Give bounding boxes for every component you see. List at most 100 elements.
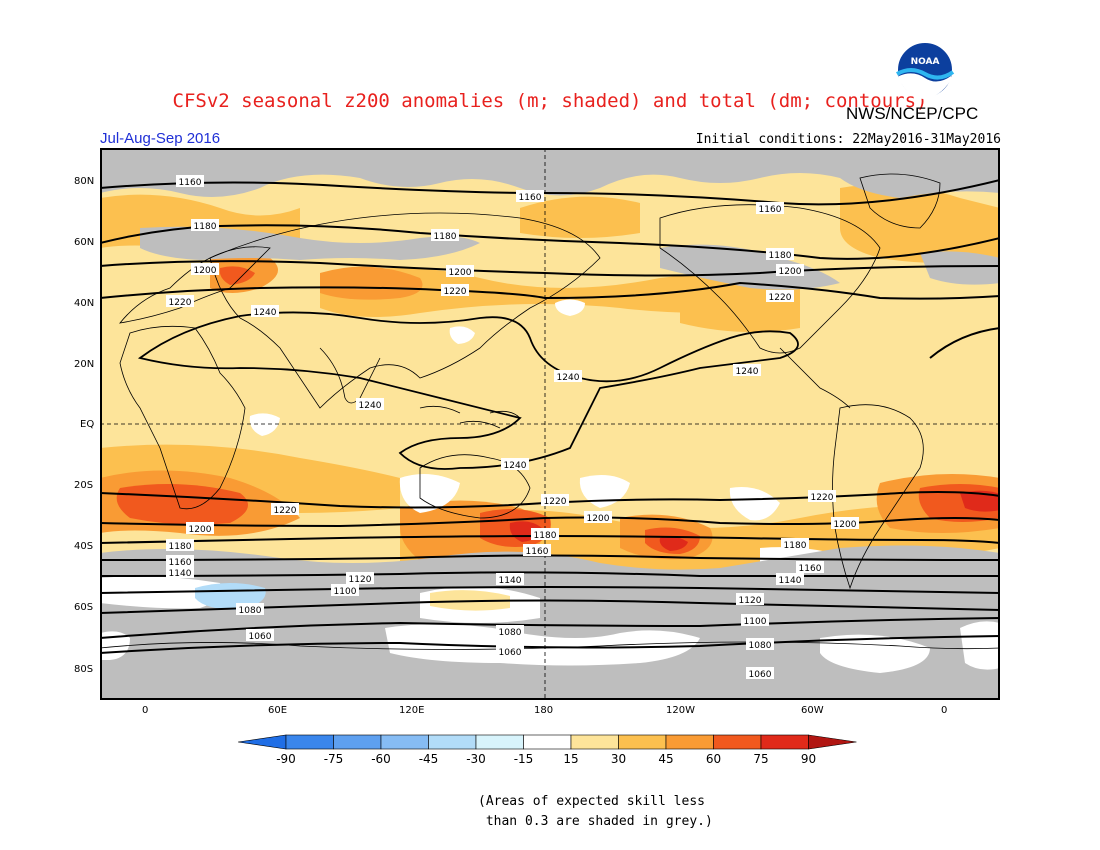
colorbar-tick-label: 15 — [563, 752, 579, 766]
svg-text:1180: 1180 — [194, 222, 217, 232]
svg-text:1180: 1180 — [769, 251, 792, 261]
colorbar — [238, 734, 857, 750]
lat-label-40n: 40N — [74, 298, 95, 309]
svg-text:1100: 1100 — [334, 587, 357, 597]
lon-label-0: 0 — [142, 705, 149, 716]
svg-text:1240: 1240 — [736, 367, 759, 377]
contour-label: 1140 — [496, 573, 524, 586]
svg-text:1060: 1060 — [249, 632, 272, 642]
svg-text:1140: 1140 — [499, 576, 522, 586]
southern-overlay — [100, 576, 1000, 673]
contour-label: 1200 — [831, 517, 859, 530]
lat-label-40s: 40S — [74, 541, 94, 552]
lon-label-180: 180 — [534, 705, 554, 716]
colorbar-tick-label: 45 — [658, 752, 674, 766]
lon-label-60e: 60E — [268, 705, 288, 716]
colorbar-tick-label: 75 — [753, 752, 769, 766]
contour-label: 1100 — [741, 614, 769, 627]
colorbar-tick-label: 90 — [800, 752, 817, 766]
contour-label: 1160 — [516, 190, 544, 203]
contour-label: 1180 — [431, 229, 459, 242]
noaa-logo: NOAA — [896, 41, 955, 99]
svg-text:1200: 1200 — [834, 520, 857, 530]
contour-label: 1140 — [166, 566, 194, 579]
logo-text: NOAA — [911, 57, 940, 67]
contour-label: 1160 — [523, 544, 551, 557]
contour-label: 1200 — [776, 264, 804, 277]
colorbar-tick-label: 60 — [705, 752, 722, 766]
contour-label: 1220 — [166, 295, 194, 308]
contour-label: 1220 — [441, 284, 469, 297]
contour-label: 1200 — [446, 265, 474, 278]
contour-label: 1180 — [766, 248, 794, 261]
svg-text:1240: 1240 — [359, 401, 382, 411]
lon-label-60w: 60W — [801, 705, 824, 716]
colorbar-tick-label: 30 — [610, 752, 627, 766]
initial-conditions-label: Initial conditions: 22May2016-31May2016 — [695, 132, 1001, 147]
contour-label: 1160 — [176, 175, 204, 188]
svg-text:1080: 1080 — [239, 606, 262, 616]
svg-text:1140: 1140 — [169, 569, 192, 579]
contour-label: 1220 — [808, 490, 836, 503]
svg-text:1080: 1080 — [749, 641, 772, 651]
colorbar-tick-label: -45 — [418, 752, 439, 766]
colorbar-cell — [665, 734, 714, 750]
svg-text:1220: 1220 — [274, 506, 297, 516]
svg-text:1200: 1200 — [194, 266, 217, 276]
lat-label-20s: 20S — [74, 480, 94, 491]
contour-label: 1080 — [496, 625, 524, 638]
colorbar-arrow-right — [808, 734, 857, 750]
contour-label: 1060 — [246, 629, 274, 642]
lat-label-eq: EQ — [80, 419, 95, 430]
colorbar-cell — [428, 734, 477, 750]
lat-label-20n: 20N — [74, 359, 95, 370]
contour-label: 1120 — [346, 572, 374, 585]
colorbar-tick-label: -60 — [371, 752, 391, 766]
svg-text:1240: 1240 — [504, 461, 527, 471]
colorbar-cell — [618, 734, 667, 750]
colorbar-cell — [333, 734, 382, 750]
contour-label: 1080 — [236, 603, 264, 616]
contour-label: 1220 — [541, 494, 569, 507]
contour-label: 1180 — [531, 528, 559, 541]
contour-label: 1220 — [766, 290, 794, 303]
contour-label: 1140 — [776, 573, 804, 586]
contour-label: 1240 — [733, 364, 761, 377]
contour-label: 1060 — [746, 667, 774, 680]
svg-text:1060: 1060 — [749, 670, 772, 680]
contour-label: 1180 — [191, 219, 219, 232]
svg-text:1120: 1120 — [739, 596, 762, 606]
svg-text:1180: 1180 — [169, 542, 192, 552]
contour-label: 1080 — [746, 638, 774, 651]
svg-text:1120: 1120 — [349, 575, 372, 585]
svg-text:1220: 1220 — [544, 497, 567, 507]
colorbar-tick-label: -30 — [466, 752, 486, 766]
svg-text:1140: 1140 — [779, 576, 802, 586]
contour-label: 1060 — [496, 645, 524, 658]
svg-text:1240: 1240 — [557, 373, 580, 383]
contour-label: 1240 — [554, 370, 582, 383]
svg-text:1180: 1180 — [784, 541, 807, 551]
colorbar-tick-label: -15 — [513, 752, 534, 766]
svg-text:1240: 1240 — [254, 308, 277, 318]
colorbar-cell — [713, 734, 762, 750]
forecast-period-label: Jul-Aug-Sep 2016 — [100, 130, 221, 147]
contour-label: 1160 — [166, 555, 194, 568]
svg-text:1060: 1060 — [499, 648, 522, 658]
svg-text:1220: 1220 — [769, 293, 792, 303]
svg-text:1180: 1180 — [434, 232, 457, 242]
svg-text:1160: 1160 — [759, 205, 782, 215]
contour-label: 1200 — [584, 511, 612, 524]
contour-labels: 1160 1160 1160 1180 1180 1180 1200 1200 1200 1220… — [166, 175, 859, 680]
lon-label-0-east: 0 — [941, 705, 948, 716]
contour-label: 1200 — [186, 522, 214, 535]
colorbar-arrow-left — [238, 734, 287, 750]
colorbar-tick-label: -75 — [323, 752, 344, 766]
svg-text:1180: 1180 — [534, 531, 557, 541]
contour-label: 1120 — [736, 593, 764, 606]
colorbar-cell — [523, 734, 572, 750]
svg-text:1200: 1200 — [779, 267, 802, 277]
svg-text:1200: 1200 — [587, 514, 610, 524]
contour-label: 1240 — [501, 458, 529, 471]
map-frame — [100, 148, 1000, 700]
